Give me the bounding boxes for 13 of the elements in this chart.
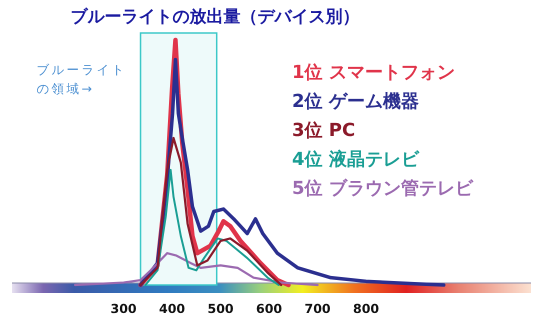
text: 4位 液晶テレビ — [292, 149, 420, 170]
x-tick-label: 400 — [159, 301, 186, 316]
text: 5位 ブラウン管テレビ — [292, 178, 474, 199]
text: 3位 PC — [292, 120, 356, 141]
text: 1位 スマートフォン — [292, 62, 455, 83]
band-label: ブルーライトの領域→ — [36, 61, 128, 98]
text: 2位 ゲーム機器 — [292, 91, 419, 112]
x-tick-label: 800 — [353, 301, 380, 316]
x-tick-label: 700 — [304, 301, 331, 316]
x-tick-label: 300 — [110, 301, 137, 316]
chart-title: ブルーライトの放出量（デバイス別） — [70, 7, 360, 27]
x-tick-label: 600 — [256, 301, 282, 316]
x-tick-label: 500 — [208, 301, 234, 316]
